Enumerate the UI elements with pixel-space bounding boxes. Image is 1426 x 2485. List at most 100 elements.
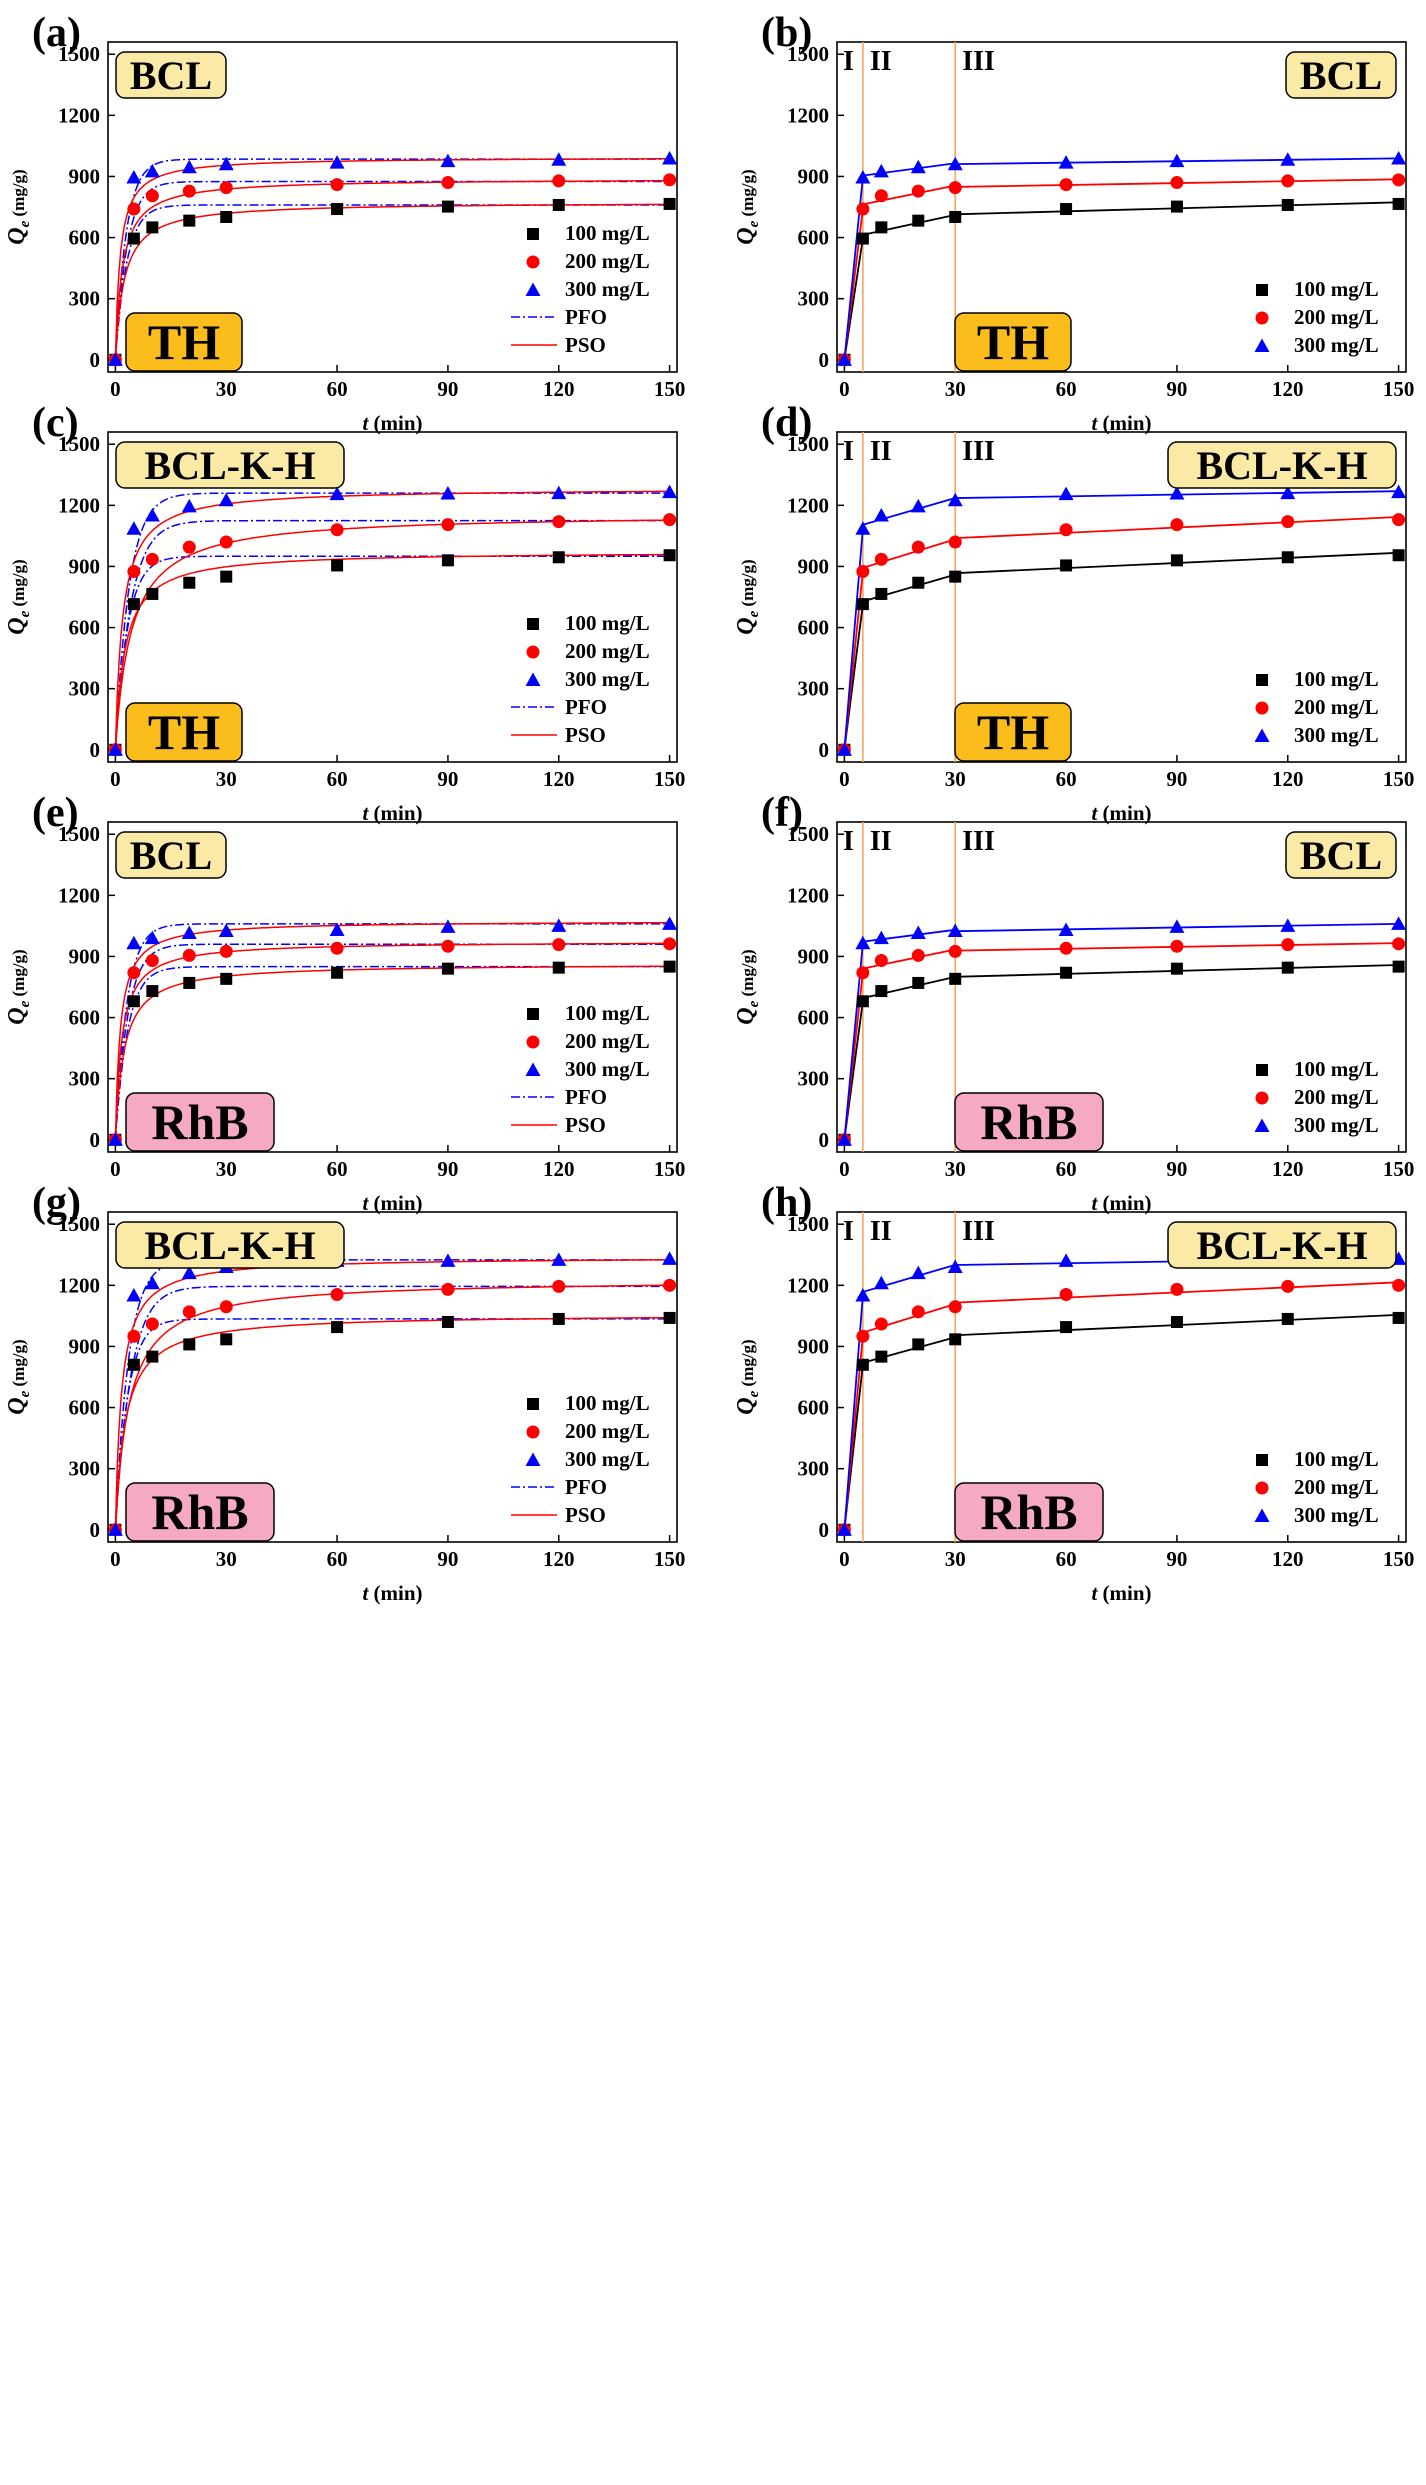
data-point — [220, 570, 233, 583]
dye-tag-box — [954, 1092, 1104, 1152]
material-tag-text: BCL-K-H — [1196, 1223, 1367, 1268]
legend-label: 200 mg/L — [1294, 305, 1379, 329]
data-point — [856, 1329, 870, 1343]
data-point — [441, 962, 454, 975]
data-point — [1392, 1278, 1406, 1292]
region-label-iii: III — [962, 436, 995, 467]
x-tick-label: 90 — [437, 377, 458, 401]
data-point — [127, 202, 141, 216]
data-point — [182, 948, 196, 962]
data-point — [1170, 1282, 1184, 1296]
material-tag: BCL-K-H — [115, 441, 345, 489]
legend-symbol — [527, 618, 539, 630]
y-tick-label: 900 — [798, 554, 830, 578]
legend-symbol — [1254, 1508, 1270, 1522]
data-point — [911, 540, 925, 554]
legend-label: 100 mg/L — [1294, 667, 1379, 691]
data-point — [875, 587, 888, 600]
legend-symbol — [1256, 1064, 1268, 1076]
dye-tag-box — [125, 702, 243, 762]
data-point — [219, 1300, 233, 1314]
pso-curve-1 — [114, 553, 670, 750]
data-point — [219, 535, 233, 549]
dye-tag-box — [954, 1482, 1104, 1542]
stage-fit-line — [843, 528, 864, 750]
x-tick-label: 30 — [945, 377, 966, 401]
material-tag: BCL-K-H — [115, 1221, 345, 1269]
x-tick-label: 150 — [654, 1157, 686, 1181]
data-point — [182, 1305, 196, 1319]
data-point — [146, 221, 159, 234]
y-tick-label: 0 — [819, 738, 830, 762]
series-300-mg-l — [836, 484, 1407, 756]
data-point — [441, 1316, 454, 1328]
legend-label: 300 mg/L — [1294, 1113, 1379, 1137]
data-point — [441, 176, 455, 190]
material-tag-box — [1285, 831, 1397, 879]
pso-curve-3 — [114, 490, 670, 750]
pso-curve-1 — [114, 1316, 670, 1530]
data-point — [948, 535, 962, 549]
legend: 100 mg/L 200 mg/L 300 mg/L — [1254, 1057, 1379, 1137]
x-tick-label: 150 — [654, 1547, 686, 1571]
x-tick-label: 150 — [1383, 1157, 1415, 1181]
y-tick-label: 0 — [90, 1128, 101, 1152]
dye-tag: RhB — [125, 1482, 275, 1542]
data-point — [330, 1288, 344, 1301]
data-point — [1170, 554, 1183, 567]
legend-label: 200 mg/L — [1294, 1475, 1379, 1499]
plot-frame — [836, 821, 1407, 1153]
data-point — [107, 352, 123, 366]
data-point — [1059, 1288, 1073, 1301]
x-tick-label: 60 — [1056, 1547, 1077, 1571]
legend-symbol — [527, 228, 539, 240]
x-tick-label: 150 — [1383, 377, 1415, 401]
legend-label: PSO — [565, 333, 606, 357]
legend-label: 300 mg/L — [565, 667, 650, 691]
y-tick-label: 300 — [69, 287, 101, 311]
y-tick-label: 1200 — [787, 103, 829, 127]
data-point — [949, 972, 962, 985]
y-tick-label: 1500 — [58, 822, 100, 846]
data-point — [144, 930, 160, 945]
pso-curve-3 — [114, 1259, 670, 1530]
data-point — [551, 152, 567, 166]
data-point — [331, 1321, 344, 1334]
region-label-ii: II — [870, 46, 892, 77]
data-point — [663, 937, 677, 951]
pfo-curve-3 — [114, 158, 670, 360]
data-point — [181, 1265, 197, 1280]
data-point — [1058, 922, 1074, 936]
data-point — [1170, 1316, 1183, 1328]
x-tick-label: 30 — [945, 1157, 966, 1181]
data-point — [331, 559, 344, 572]
dye-tag-text: TH — [148, 704, 220, 760]
data-point — [912, 1338, 925, 1351]
y-tick-label: 1500 — [787, 432, 829, 456]
data-point — [912, 214, 925, 227]
data-point — [663, 1311, 676, 1324]
legend-label: 200 mg/L — [565, 249, 650, 273]
legend-label: 200 mg/L — [1294, 1085, 1379, 1109]
y-tick-label: 1500 — [787, 822, 829, 846]
dye-tag: RhB — [954, 1482, 1104, 1542]
plot-frame — [836, 41, 1407, 373]
data-point — [330, 178, 344, 192]
data-point — [183, 1338, 196, 1351]
data-point — [126, 521, 142, 535]
data-point — [910, 1265, 926, 1280]
pso-curve-3 — [114, 158, 670, 360]
material-tag-box — [115, 51, 227, 99]
data-point — [1281, 551, 1294, 564]
data-point — [662, 151, 678, 165]
y-tick-label: 300 — [798, 1457, 830, 1481]
data-point — [856, 598, 869, 611]
region-label-ii: II — [870, 436, 892, 467]
data-point — [552, 961, 565, 974]
legend-label: 200 mg/L — [565, 639, 650, 663]
data-point — [330, 523, 344, 537]
legend-label: PFO — [565, 1475, 607, 1499]
